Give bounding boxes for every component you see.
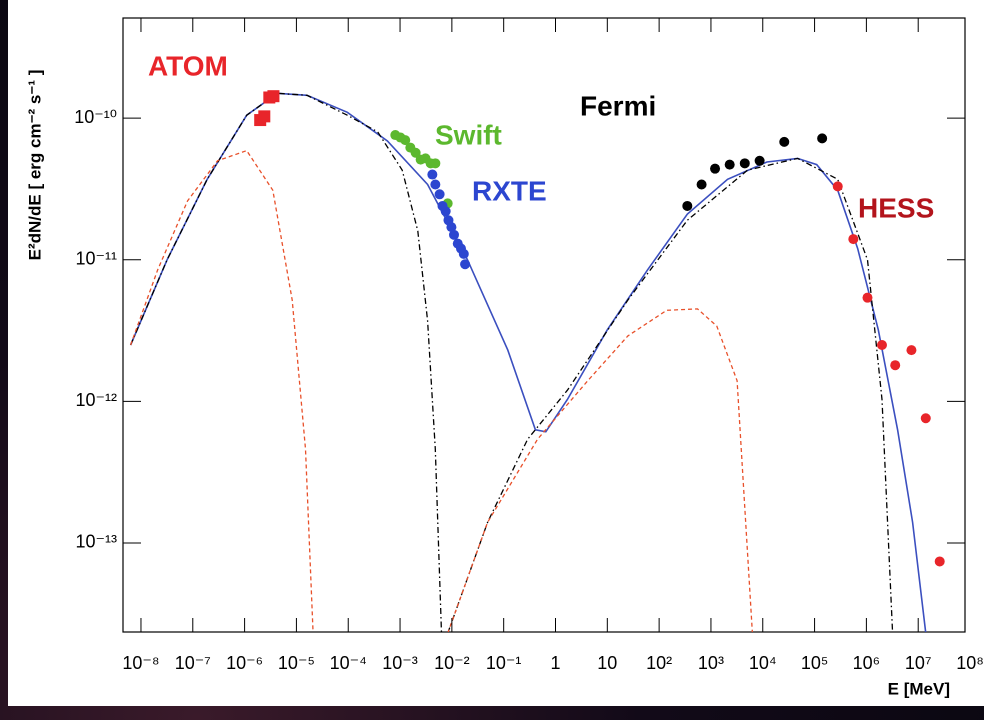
data-point: [430, 179, 441, 190]
data-point: [739, 158, 750, 169]
data-point: [440, 206, 451, 217]
series-label: ATOM: [148, 50, 228, 81]
y-tick-label: 10⁻¹⁰: [74, 107, 117, 127]
x-tick-label: 10⁵: [801, 653, 828, 673]
model-curve: [129, 149, 753, 632]
data-point: [906, 345, 917, 356]
y-tick-label: 10⁻¹³: [75, 532, 117, 552]
data-point: [458, 248, 469, 259]
x-tick-label: 10⁻²: [434, 653, 470, 673]
x-tick-label: 10⁸: [956, 653, 984, 673]
data-point: [710, 163, 721, 174]
data-point: [934, 556, 945, 567]
x-tick-label: 10⁻⁴: [330, 653, 367, 673]
data-point: [832, 181, 843, 192]
data-point: [848, 234, 859, 245]
x-tick-label: 10⁶: [853, 653, 880, 673]
data-point: [460, 259, 471, 270]
x-axis-label: E [MeV]: [888, 679, 950, 698]
x-tick-label: 10⁻⁸: [122, 653, 159, 673]
x-tick-label: 10⁻⁵: [278, 653, 315, 673]
data-point: [258, 110, 271, 123]
data-point: [449, 229, 460, 240]
x-tick-label: 10³: [698, 653, 724, 673]
x-tick-label: 1: [550, 653, 560, 673]
data-point: [427, 169, 438, 180]
data-point: [682, 200, 693, 211]
data-point: [446, 222, 457, 233]
data-point: [876, 340, 887, 351]
series-label: HESS: [858, 192, 934, 223]
x-tick-label: 10⁻⁷: [175, 653, 211, 673]
data-point: [779, 136, 790, 147]
data-point: [754, 155, 765, 166]
x-tick-label: 10²: [646, 653, 672, 673]
y-axis-label: E²dN/dE [ erg cm⁻² s⁻¹ ]: [25, 70, 44, 261]
data-point: [920, 413, 931, 424]
data-point: [430, 158, 441, 169]
x-tick-label: 10⁻⁶: [226, 653, 263, 673]
x-tick-label: 10⁻¹: [486, 653, 522, 673]
plot-frame: [122, 17, 966, 633]
model-curve: [129, 92, 927, 632]
data-point: [434, 189, 445, 200]
series-label: RXTE: [472, 175, 547, 206]
curves: [129, 92, 927, 632]
data-point: [890, 360, 901, 371]
model-curve: [130, 92, 894, 632]
x-tick-label: 10⁷: [905, 653, 932, 673]
series-label: Swift: [435, 119, 502, 150]
y-tick-label: 10⁻¹¹: [75, 249, 117, 269]
data-point: [724, 159, 735, 170]
data-point: [400, 135, 411, 146]
series-label: Fermi: [580, 90, 656, 121]
data-point: [817, 133, 828, 144]
x-tick-label: 10: [597, 653, 617, 673]
data-point: [696, 179, 707, 190]
x-tick-label: 10⁻³: [382, 653, 418, 673]
data-point: [410, 147, 421, 158]
data-point: [862, 292, 873, 303]
x-tick-label: 10⁴: [749, 653, 777, 673]
data-point: [267, 90, 280, 103]
y-tick-label: 10⁻¹²: [75, 390, 117, 410]
